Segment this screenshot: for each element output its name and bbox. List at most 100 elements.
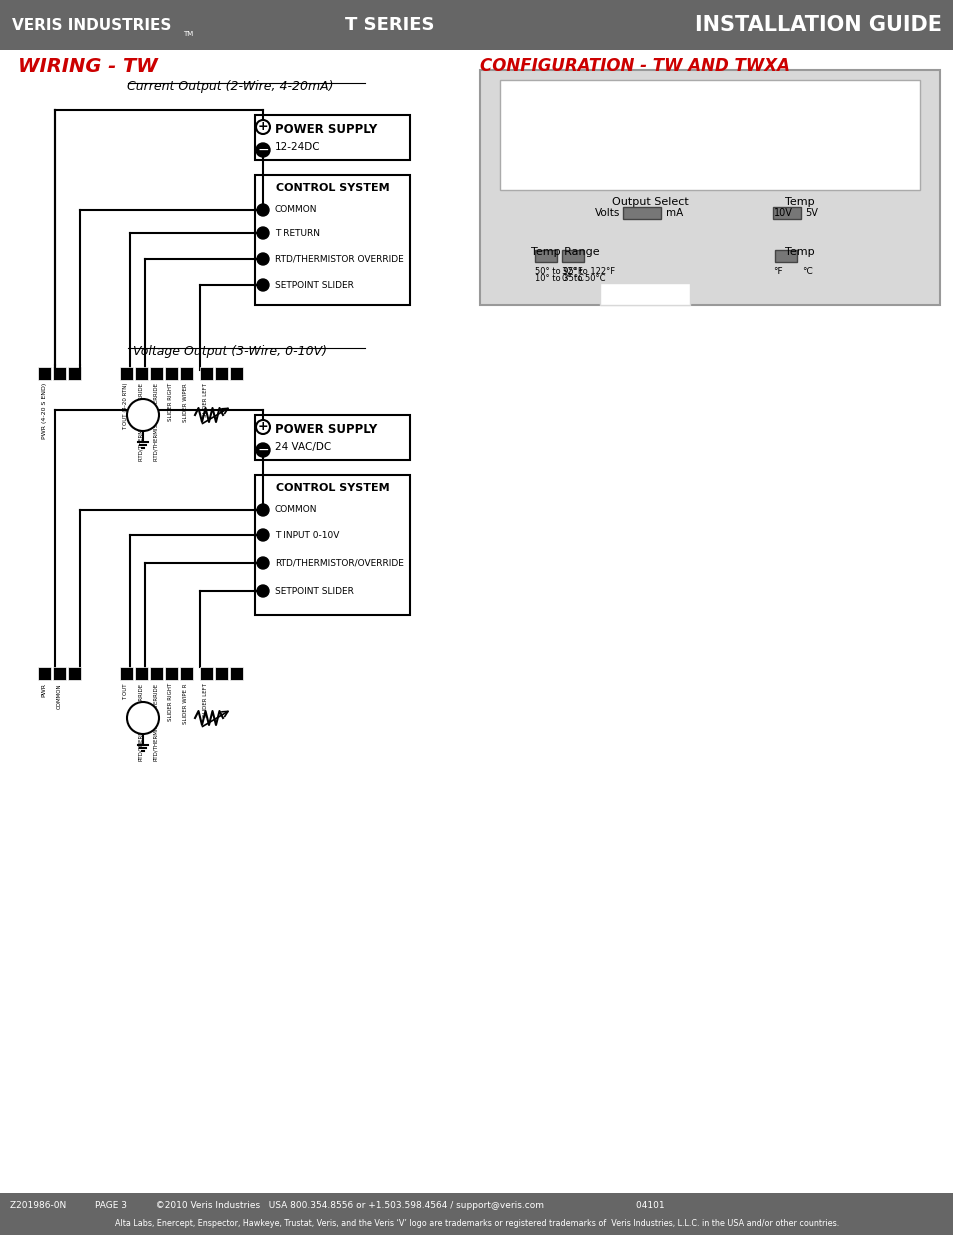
Bar — [200, 667, 213, 680]
Text: SLIDER RIGHT: SLIDER RIGHT — [169, 383, 173, 421]
Bar — [254, 415, 410, 459]
Text: T SERIES: T SERIES — [345, 16, 435, 35]
Circle shape — [256, 529, 269, 541]
Bar — [180, 667, 193, 680]
Circle shape — [256, 504, 269, 516]
Text: 10° to 35°C: 10° to 35°C — [535, 274, 583, 283]
Circle shape — [127, 399, 159, 431]
Text: Temp: Temp — [784, 198, 814, 207]
Circle shape — [256, 227, 269, 240]
Bar — [230, 367, 243, 380]
Bar — [599, 283, 689, 305]
Text: Alta Labs, Enercept, Enspector, Hawkeye, Trustat, Veris, and the Veris ‘V’ logo : Alta Labs, Enercept, Enspector, Hawkeye,… — [114, 1219, 839, 1228]
Bar — [180, 367, 193, 380]
Bar — [774, 249, 796, 262]
Circle shape — [256, 253, 269, 266]
Text: SETPOINT SLIDER: SETPOINT SLIDER — [274, 280, 354, 289]
Text: INSTALLATION GUIDE: INSTALLATION GUIDE — [695, 15, 941, 35]
Bar — [165, 367, 178, 380]
Text: CONTROL SYSTEM: CONTROL SYSTEM — [275, 183, 389, 193]
Bar — [165, 667, 178, 680]
Bar — [53, 667, 66, 680]
Text: Temp Range: Temp Range — [530, 247, 598, 257]
Text: 0° to 50°C: 0° to 50°C — [561, 274, 605, 283]
Bar — [38, 367, 51, 380]
Text: COMMON: COMMON — [56, 683, 61, 709]
Circle shape — [255, 420, 270, 433]
Text: SETPOINT SLIDER: SETPOINT SLIDER — [274, 587, 354, 595]
Text: TM: TM — [183, 31, 193, 37]
Bar — [150, 367, 163, 380]
Circle shape — [256, 204, 269, 216]
Bar — [68, 367, 81, 380]
Text: Current Output (2-Wire, 4-20mA): Current Output (2-Wire, 4-20mA) — [127, 80, 333, 93]
Text: Temp: Temp — [784, 247, 814, 257]
Text: +: + — [257, 420, 268, 433]
Text: T OUT: T OUT — [123, 683, 129, 699]
Text: RTD/THERMISTOR/OVERRIDE: RTD/THERMISTOR/OVERRIDE — [274, 558, 403, 568]
Text: SLIDER WIPE R: SLIDER WIPE R — [183, 683, 189, 724]
Bar — [230, 667, 243, 680]
Bar — [214, 367, 228, 380]
Bar — [214, 667, 228, 680]
Text: 50° to 95°F: 50° to 95°F — [535, 267, 582, 275]
Circle shape — [256, 557, 269, 569]
Bar — [200, 367, 213, 380]
Text: PWR: PWR — [42, 683, 47, 697]
Text: RTD/THERMISTOR OVERRIDE: RTD/THERMISTOR OVERRIDE — [138, 383, 143, 461]
Text: WIRING - TW: WIRING - TW — [18, 57, 157, 77]
Circle shape — [255, 443, 270, 457]
Text: COMMON: COMMON — [274, 205, 317, 215]
Text: +: + — [257, 121, 268, 133]
Text: T OUT (4-20 RTN): T OUT (4-20 RTN) — [123, 383, 129, 431]
Circle shape — [127, 701, 159, 734]
Text: VERIS INDUSTRIES: VERIS INDUSTRIES — [12, 17, 172, 32]
Text: −: − — [257, 143, 269, 157]
Text: POWER SUPPLY: POWER SUPPLY — [274, 424, 376, 436]
Text: 5V: 5V — [804, 207, 818, 219]
Text: 12-24DC: 12-24DC — [274, 142, 320, 152]
Text: 10V: 10V — [773, 207, 792, 219]
Text: −: − — [257, 443, 269, 457]
Text: RTD/THERMISTOR OVERRIDE: RTD/THERMISTOR OVERRIDE — [153, 383, 158, 461]
Text: RTD/THERMISTOR/OVERRIDE: RTD/THERMISTOR/OVERRIDE — [138, 683, 143, 761]
Text: SLIDER LEFT: SLIDER LEFT — [203, 383, 209, 417]
Bar — [561, 249, 583, 262]
Bar — [150, 667, 163, 680]
Circle shape — [255, 143, 270, 157]
Bar — [53, 367, 66, 380]
Bar — [622, 207, 660, 219]
Text: CONTROL SYSTEM: CONTROL SYSTEM — [275, 483, 389, 493]
Text: °C: °C — [801, 267, 813, 275]
Bar — [120, 367, 132, 380]
Bar — [38, 667, 51, 680]
Text: PWR (4-20 S END): PWR (4-20 S END) — [42, 383, 47, 440]
Text: 32° to 122°F: 32° to 122°F — [561, 267, 615, 275]
Text: SLIDER LEFT: SLIDER LEFT — [203, 683, 209, 716]
Text: Z201986-0N          PAGE 3          ©2010 Veris Industries   USA 800.354.8556 or: Z201986-0N PAGE 3 ©2010 Veris Industries… — [10, 1200, 664, 1209]
Text: T RETURN: T RETURN — [274, 228, 319, 237]
Text: T INPUT 0-10V: T INPUT 0-10V — [274, 531, 339, 540]
Bar — [135, 667, 148, 680]
Text: SLIDER WIPER: SLIDER WIPER — [183, 383, 189, 421]
Bar — [0, 1193, 953, 1235]
Text: Voltage Output (3-Wire, 0-10V): Voltage Output (3-Wire, 0-10V) — [132, 345, 327, 358]
Bar — [120, 667, 132, 680]
Text: CONFIGURATION - TW AND TWXA: CONFIGURATION - TW AND TWXA — [479, 57, 789, 75]
Text: POWER SUPPLY: POWER SUPPLY — [274, 124, 376, 136]
Bar — [254, 115, 410, 161]
Text: RTD/THERMISTOR OVERRIDE: RTD/THERMISTOR OVERRIDE — [274, 254, 403, 263]
Bar — [254, 175, 410, 305]
Bar — [499, 80, 919, 190]
Text: °F: °F — [772, 267, 782, 275]
Text: SLIDER RIGHT: SLIDER RIGHT — [169, 683, 173, 721]
Bar — [68, 667, 81, 680]
Circle shape — [256, 585, 269, 597]
Text: COMMON: COMMON — [274, 505, 317, 515]
Bar — [479, 70, 939, 305]
Circle shape — [256, 279, 269, 291]
Bar — [0, 0, 953, 49]
Bar — [535, 249, 557, 262]
Bar — [135, 367, 148, 380]
Text: 24 VAC/DC: 24 VAC/DC — [274, 442, 331, 452]
